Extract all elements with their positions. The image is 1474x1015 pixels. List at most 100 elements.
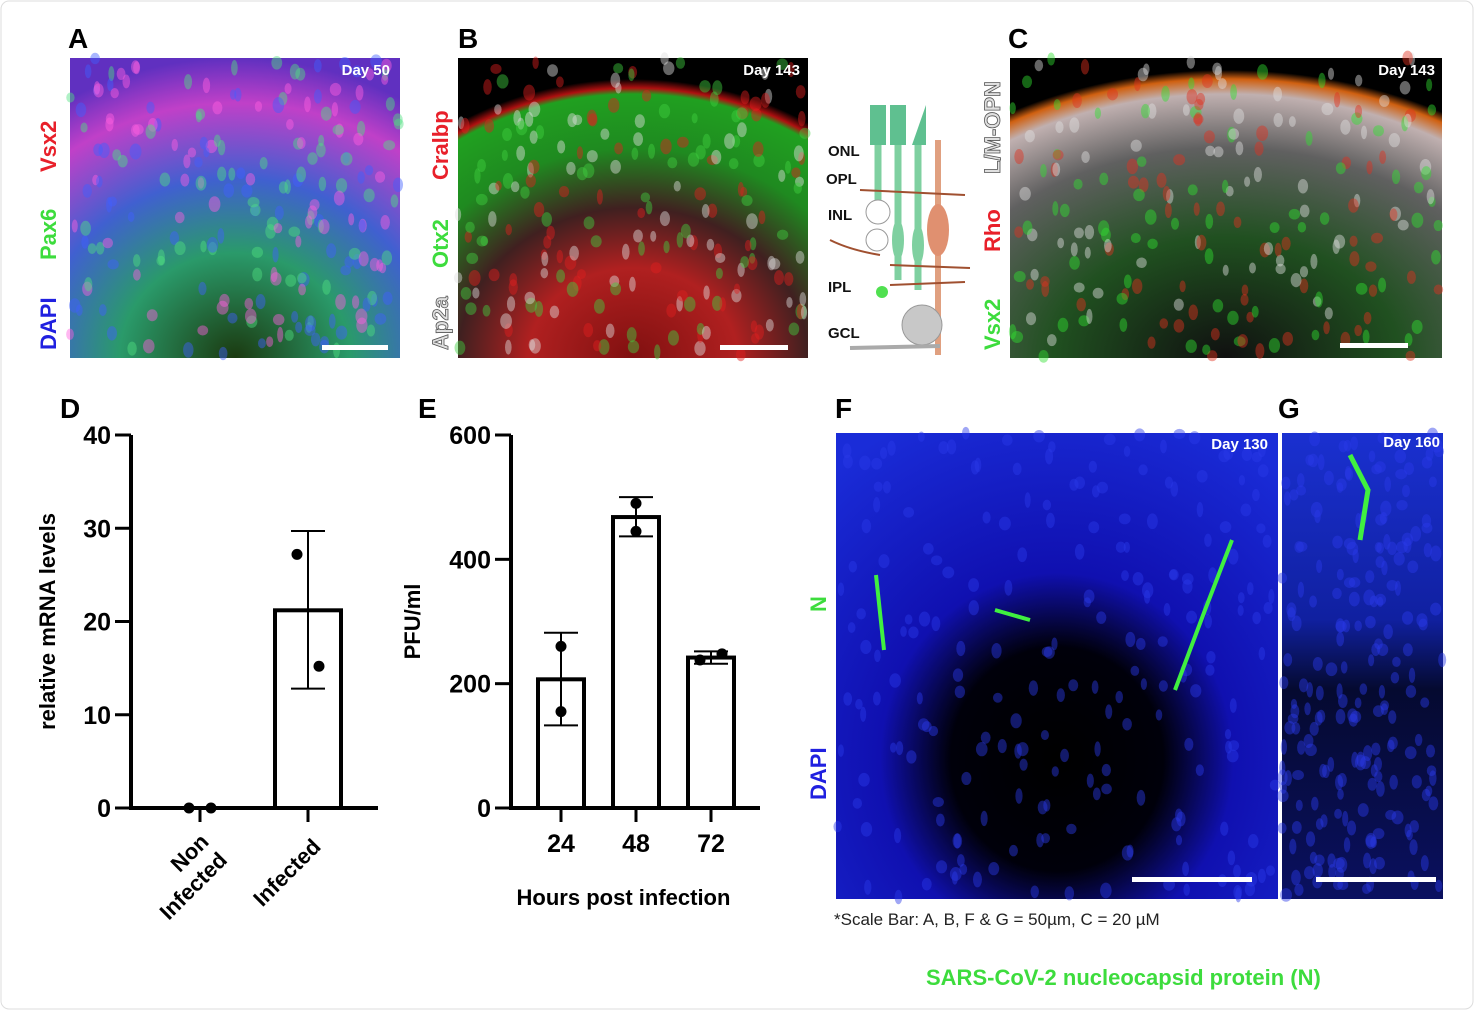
cell-nucleus: [66, 328, 74, 340]
cell-nucleus: [1367, 777, 1377, 791]
cell-nucleus: [184, 74, 193, 90]
cell-nucleus: [1349, 251, 1360, 267]
cell-nucleus: [1074, 476, 1086, 489]
cell-nucleus: [871, 457, 883, 470]
cell-nucleus: [1354, 620, 1362, 632]
cell-nucleus: [534, 301, 544, 317]
cell-nucleus: [1360, 756, 1371, 770]
cell-nucleus: [1421, 166, 1432, 181]
cell-nucleus: [576, 166, 588, 181]
cell-nucleus: [1390, 671, 1400, 684]
cell-nucleus: [1283, 653, 1293, 667]
cell-nucleus: [1134, 77, 1141, 92]
cell-nucleus: [374, 313, 387, 325]
cell-nucleus: [1324, 307, 1333, 320]
cell-nucleus: [1389, 206, 1401, 221]
cell-nucleus: [198, 281, 207, 296]
cell-nucleus: [1143, 63, 1150, 76]
cell-nucleus: [1342, 810, 1349, 827]
cell-nucleus: [1185, 339, 1197, 353]
cell-nucleus: [605, 323, 615, 338]
cell-nucleus: [918, 611, 931, 627]
cell-nucleus: [1399, 81, 1411, 95]
cell-nucleus: [1251, 305, 1259, 318]
cell-nucleus: [556, 269, 566, 283]
cell-nucleus: [1404, 108, 1416, 122]
cell-nucleus: [1158, 680, 1168, 692]
cell-nucleus: [1373, 757, 1382, 772]
cell-nucleus: [1008, 324, 1017, 340]
cell-nucleus: [1389, 208, 1398, 221]
cell-nucleus: [968, 578, 980, 592]
cell-nucleus: [1268, 589, 1275, 604]
cell-nucleus: [1135, 637, 1146, 651]
cell-nucleus: [1138, 464, 1148, 476]
cell-nucleus: [784, 160, 791, 174]
cell-nucleus: [673, 180, 681, 192]
cell-nucleus: [1233, 864, 1241, 878]
cell-nucleus: [208, 196, 221, 213]
cell-nucleus: [1251, 451, 1262, 463]
cell-nucleus: [1363, 852, 1372, 869]
cell-nucleus: [556, 249, 564, 264]
cell-nucleus: [921, 721, 932, 733]
cell-nucleus: [353, 132, 364, 146]
cell-nucleus: [1346, 820, 1357, 836]
cell-nucleus: [1314, 509, 1321, 524]
cell-nucleus: [1193, 202, 1200, 216]
panel-label-b: B: [458, 23, 478, 54]
cell-nucleus: [1216, 201, 1225, 217]
channel-pax6: Pax6: [36, 209, 61, 260]
cell-nucleus: [1115, 690, 1124, 704]
cell-nucleus: [1140, 678, 1147, 690]
cell-nucleus: [1047, 52, 1055, 66]
cell-nucleus: [296, 166, 306, 183]
cell-nucleus: [569, 245, 579, 261]
layer-ipl: IPL: [828, 279, 851, 296]
y-tick-label: 30: [83, 515, 111, 543]
channel-n: N: [806, 596, 831, 612]
cell-nucleus: [1204, 614, 1213, 629]
cell-nucleus: [1408, 52, 1416, 66]
cell-nuclei-texture: [1277, 427, 1447, 902]
cell-nucleus: [1259, 242, 1271, 258]
cell-nucleus: [1130, 232, 1141, 244]
cell-nucleus: [1438, 652, 1447, 668]
cell-nucleus: [1173, 154, 1186, 166]
cell-nucleus: [133, 61, 141, 75]
cell-nucleus: [1421, 514, 1432, 528]
cell-nucleus: [76, 304, 83, 316]
cell-nucleus: [183, 342, 194, 358]
cell-nucleus: [1052, 149, 1064, 161]
cell-nucleus: [1105, 704, 1113, 720]
cell-nucleus: [1244, 882, 1256, 897]
cell-nucleus: [318, 176, 327, 192]
micrograph-a: Day 50: [66, 52, 404, 361]
cell-nucleus: [1428, 196, 1436, 208]
cell-nucleus: [1309, 721, 1319, 736]
cell-nucleus: [972, 871, 982, 888]
cell-nucleus: [297, 272, 307, 284]
cell-nucleus: [1241, 448, 1253, 461]
cell-nucleus: [1371, 643, 1381, 657]
cell-nucleus: [1403, 113, 1412, 128]
cell-nucleus: [1378, 277, 1387, 293]
cell-nucleus: [1088, 460, 1098, 473]
cell-nucleus: [1309, 595, 1317, 608]
cell-nucleus: [1228, 740, 1240, 751]
cell-nucleus: [529, 338, 541, 354]
cell-nucleus: [532, 56, 539, 69]
cell-nucleus: [1379, 95, 1390, 107]
cell-nucleus: [687, 152, 700, 167]
cell-nucleus: [1286, 602, 1297, 618]
cell-nucleus: [1433, 219, 1443, 232]
cell-nucleus: [245, 173, 256, 186]
cell-nucleus: [1291, 722, 1301, 735]
cell-nucleus: [1204, 248, 1214, 265]
cell-nucleus: [564, 255, 577, 270]
cell-nucleus: [335, 325, 348, 340]
cell-nucleus: [952, 833, 963, 849]
cell-nucleus: [1252, 488, 1260, 502]
cell-nucleus: [959, 863, 968, 875]
cell-nucleus: [1344, 466, 1352, 480]
